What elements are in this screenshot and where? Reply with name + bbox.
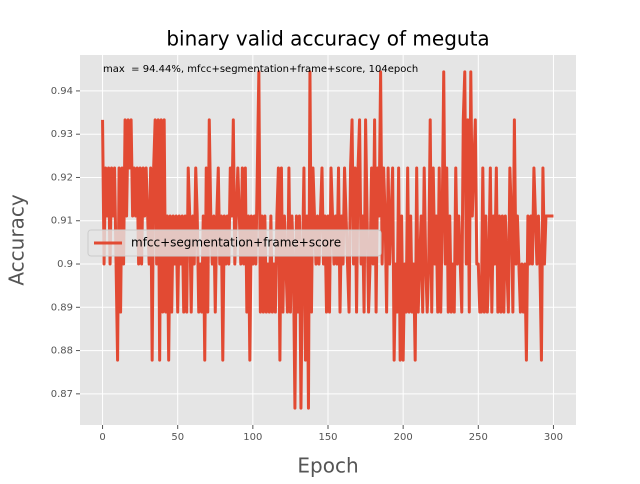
chart-title: binary valid accuracy of meguta <box>166 27 489 51</box>
y-tick-label: 0.92 <box>51 172 73 183</box>
legend-box <box>87 229 382 257</box>
x-axis-label: Epoch <box>297 454 358 478</box>
lines <box>101 70 554 410</box>
y-tick-label: 0.89 <box>51 302 73 313</box>
legend-label: mfcc+segmentation+frame+score <box>131 236 341 250</box>
x-tick-label: 200 <box>394 432 413 443</box>
legend: mfcc+segmentation+frame+score <box>87 229 382 257</box>
y-tick-label: 0.94 <box>51 86 73 97</box>
x-tick-label: 100 <box>243 432 262 443</box>
y-axis-label: Accuracy <box>5 194 29 285</box>
y-tick-label: 0.91 <box>51 216 73 227</box>
y-tick-label: 0.93 <box>51 129 73 140</box>
annotation: max = 94.44%, mfcc+segmentation+frame+sc… <box>103 64 418 75</box>
x-tick-label: 50 <box>171 432 184 443</box>
x-tick-label: 300 <box>544 432 563 443</box>
y-tick-label: 0.9 <box>57 259 73 270</box>
y-tick-label: 0.88 <box>51 346 73 357</box>
x-tick-label: 250 <box>469 432 488 443</box>
data-line <box>101 70 554 410</box>
x-tick-label: 150 <box>318 432 337 443</box>
y-tick-label: 0.87 <box>51 389 73 400</box>
x-tick-label: 0 <box>99 432 105 443</box>
